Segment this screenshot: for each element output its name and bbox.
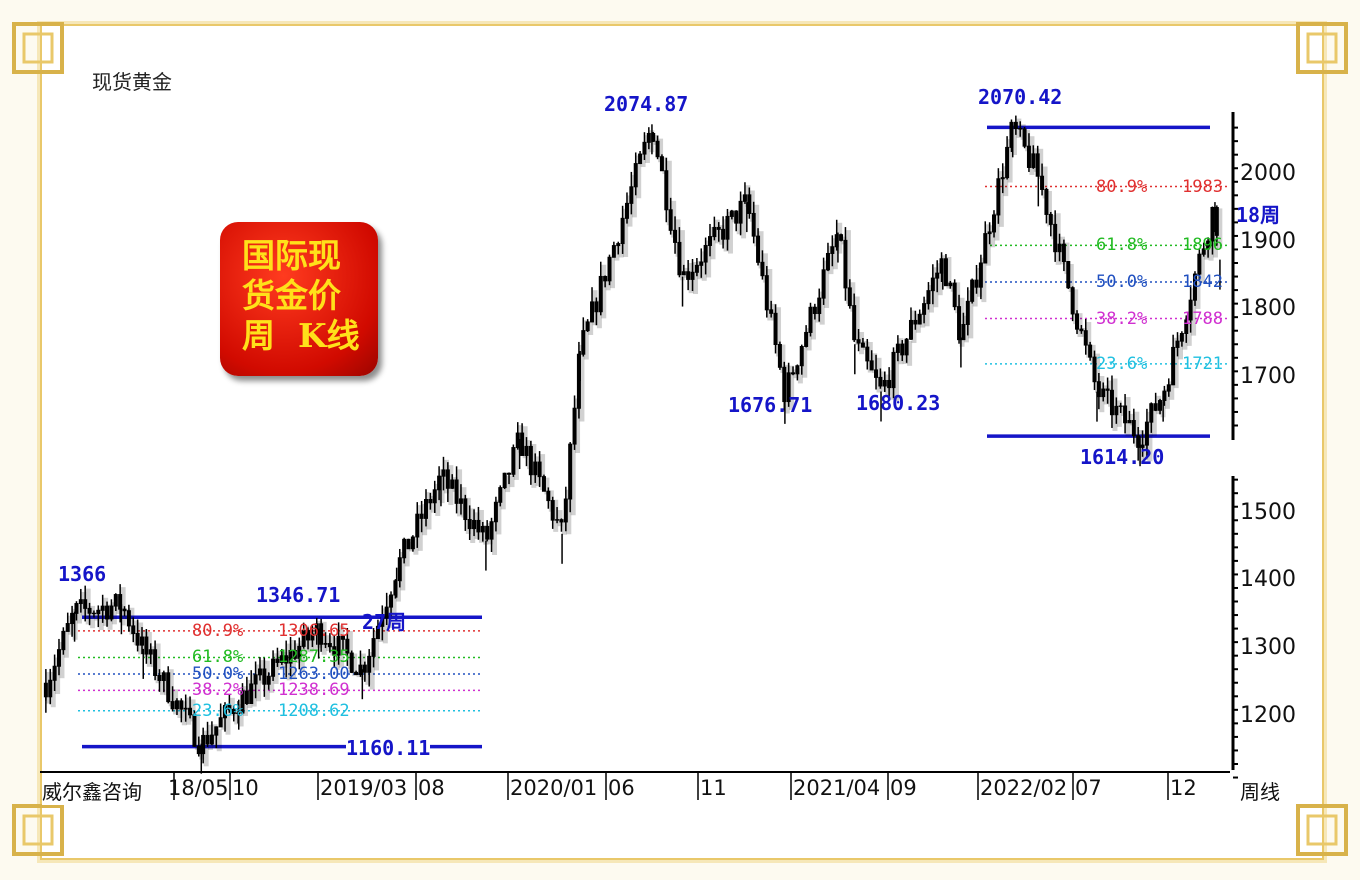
y-tick-label: 1800 [1240,296,1296,322]
source-label: 威尔鑫咨询 [42,776,142,805]
x-tick-label: 06 [608,776,635,800]
fib-pct-label: 38.2% [192,680,244,701]
x-tick-label: 09 [890,776,917,800]
annotation-2074: 2074.87 [604,92,689,116]
y-tick-label: 1500 [1240,499,1296,525]
x-tick-label: 2019/03 [320,776,408,800]
y-tick-label: 1700 [1240,364,1296,390]
chart-panel [40,24,1324,860]
fib-pct-label: 80.9% [1096,176,1148,197]
annotation-18-weeks: 18周 [1236,203,1281,227]
candlestick-bars [43,115,1223,767]
fib-pct-label: 61.8% [192,647,244,668]
badge-line: 周 K线 [242,316,360,355]
y-tick-label: 1900 [1240,228,1296,254]
annotation-1614: 1614.20 [1080,445,1165,469]
corner-ornament [12,804,64,856]
corner-ornament [12,22,64,74]
corner-ornament [1296,804,1348,856]
y-tick-label: 2000 [1240,161,1296,186]
annotation-1366: 1366 [58,562,107,586]
y-tick-label: 1300 [1240,634,1296,660]
fib-value-label: 1238.69 [278,680,350,701]
fib-pct-label: 50.0% [192,663,244,684]
fib-value-label: 1842 [1182,271,1223,292]
fib-value-label: 1306.65 [278,620,350,641]
fib-pct-label: 50.0% [1096,271,1148,292]
fib-value-label: 1721 [1182,353,1223,374]
badge-line: 国际现 [242,236,341,275]
x-tick-label: 2022/02 [980,776,1068,800]
fib-value-label: 1263.00 [278,663,350,684]
x-tick-label: 10 [232,776,259,800]
title-badge: 国际现 货金价 周 K线 [220,222,378,376]
fib-value-label: 1788 [1182,308,1223,329]
badge-line: 货金价 [242,276,341,315]
x-tick-label: 07 [1075,776,1102,800]
y-tick-label: 1200 [1240,702,1296,728]
x-tick-label: 11 [700,776,727,800]
fib-value-label: 1287.35 [278,647,350,668]
x-tick-label: 12 [1170,776,1197,800]
fib-pct-label: 38.2% [1096,308,1148,329]
fib-pct-label: 61.8% [1096,235,1148,256]
fib-pct-label: 23.6% [1096,353,1148,374]
chart-title: 现货黄金 [92,70,172,94]
period-label: 周线 [1240,780,1280,804]
corner-ornament [1306,32,1338,64]
fib-value-label: 1208.62 [278,700,350,721]
x-tick-label: 2021/04 [793,776,881,800]
fib-value-label: 1983 [1182,176,1223,197]
annotation-1680: 1680.23 [856,391,941,415]
x-tick-label: 08 [418,776,445,800]
fib-pct-label: 23.6% [192,700,244,721]
corner-ornament [1296,22,1348,74]
annotation-27-weeks: 27周 [362,610,407,634]
annotation-1676: 1676.71 [728,393,813,417]
annotation-1160: 1160.11 [346,736,431,760]
corner-ornament [22,814,54,846]
x-tick-label: 18/05 [168,776,229,800]
fib-pct-label: 80.9% [192,620,244,641]
annotation-2070: 2070.42 [978,85,1063,109]
x-tick-label: 2020/01 [510,776,598,800]
fib-value-label: 1896 [1182,235,1223,256]
corner-ornament [22,32,54,64]
corner-ornament [1306,814,1338,846]
y-tick-label: 1400 [1240,567,1296,593]
annotation-1346: 1346.71 [256,583,341,607]
